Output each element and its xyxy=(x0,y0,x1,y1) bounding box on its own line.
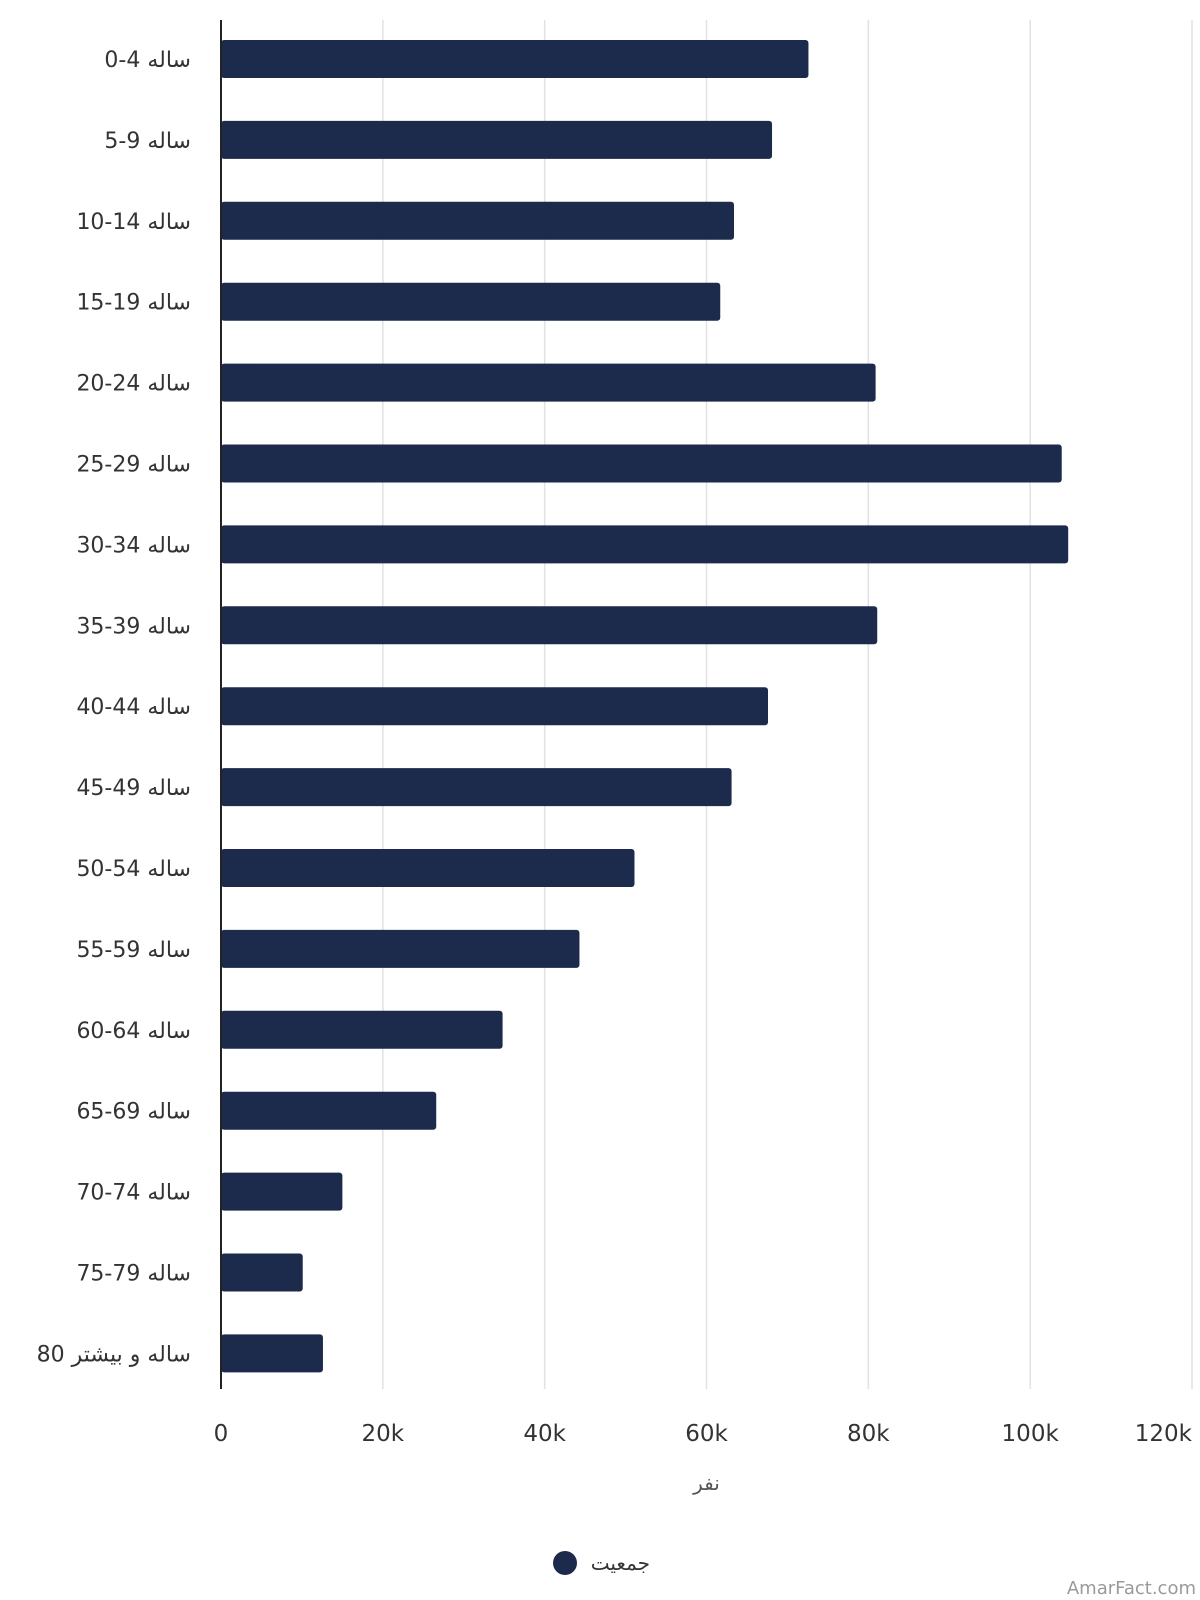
category-label: 65-69 ساله xyxy=(76,1100,191,1125)
category-label: 60-64 ساله xyxy=(76,1019,191,1044)
bar[interactable] xyxy=(221,201,735,240)
category-label: 20-24 ساله xyxy=(76,372,191,397)
x-tick-label: 120k xyxy=(1135,1421,1193,1447)
category-label: 80 ساله و بیشتر xyxy=(37,1342,191,1367)
x-tick-label: 0 xyxy=(214,1421,229,1447)
bar[interactable] xyxy=(221,525,1069,564)
category-label: 35-39 ساله xyxy=(76,614,191,639)
category-labels: 0-4 ساله 5-9 ساله 10-14 ساله 15-19 ساله 20-2… xyxy=(37,48,191,1367)
x-tick-label: 60k xyxy=(685,1421,728,1447)
category-label: 75-79 ساله xyxy=(76,1262,191,1287)
bar[interactable] xyxy=(221,929,580,968)
bar[interactable] xyxy=(221,1010,503,1049)
x-tick-label: 100k xyxy=(1002,1421,1060,1447)
x-axis-title: نفر xyxy=(692,1471,720,1495)
bar[interactable] xyxy=(221,120,773,159)
category-label: 30-34 ساله xyxy=(76,533,191,558)
bar[interactable] xyxy=(221,768,732,807)
bar[interactable] xyxy=(221,40,809,78)
bar[interactable] xyxy=(221,1172,343,1211)
category-label: 0-4 ساله xyxy=(104,48,191,73)
bar[interactable] xyxy=(221,687,768,726)
category-label: 70-74 ساله xyxy=(76,1181,191,1206)
legend-label: جمعیت xyxy=(591,1551,650,1575)
category-label: 50-54 ساله xyxy=(76,857,191,882)
bar[interactable] xyxy=(221,363,876,402)
legend-marker xyxy=(553,1551,577,1575)
category-label: 10-14 ساله xyxy=(76,210,191,235)
bars xyxy=(221,40,1069,1373)
x-tick-label: 80k xyxy=(847,1421,890,1447)
category-label: 40-44 ساله xyxy=(76,695,191,720)
bar[interactable] xyxy=(221,1334,323,1373)
category-label: 5-9 ساله xyxy=(104,129,191,154)
category-label: 55-59 ساله xyxy=(76,938,191,963)
category-label: 15-19 ساله xyxy=(76,291,191,316)
watermark-text: AmarFact.com xyxy=(1067,1578,1196,1599)
bar[interactable] xyxy=(221,444,1062,483)
bar[interactable] xyxy=(221,282,721,321)
x-tick-label: 40k xyxy=(523,1421,566,1447)
x-tick-label: 20k xyxy=(362,1421,405,1447)
legend[interactable]: جمعیت xyxy=(553,1551,650,1575)
category-label: 25-29 ساله xyxy=(76,453,191,478)
category-label: 45-49 ساله xyxy=(76,776,191,801)
bar[interactable] xyxy=(221,849,635,887)
bar[interactable] xyxy=(221,1091,437,1130)
bar[interactable] xyxy=(221,606,878,645)
bar[interactable] xyxy=(221,1253,303,1292)
x-tick-labels: 0 20k 40k 60k 80k 100k 120k xyxy=(214,1421,1193,1447)
